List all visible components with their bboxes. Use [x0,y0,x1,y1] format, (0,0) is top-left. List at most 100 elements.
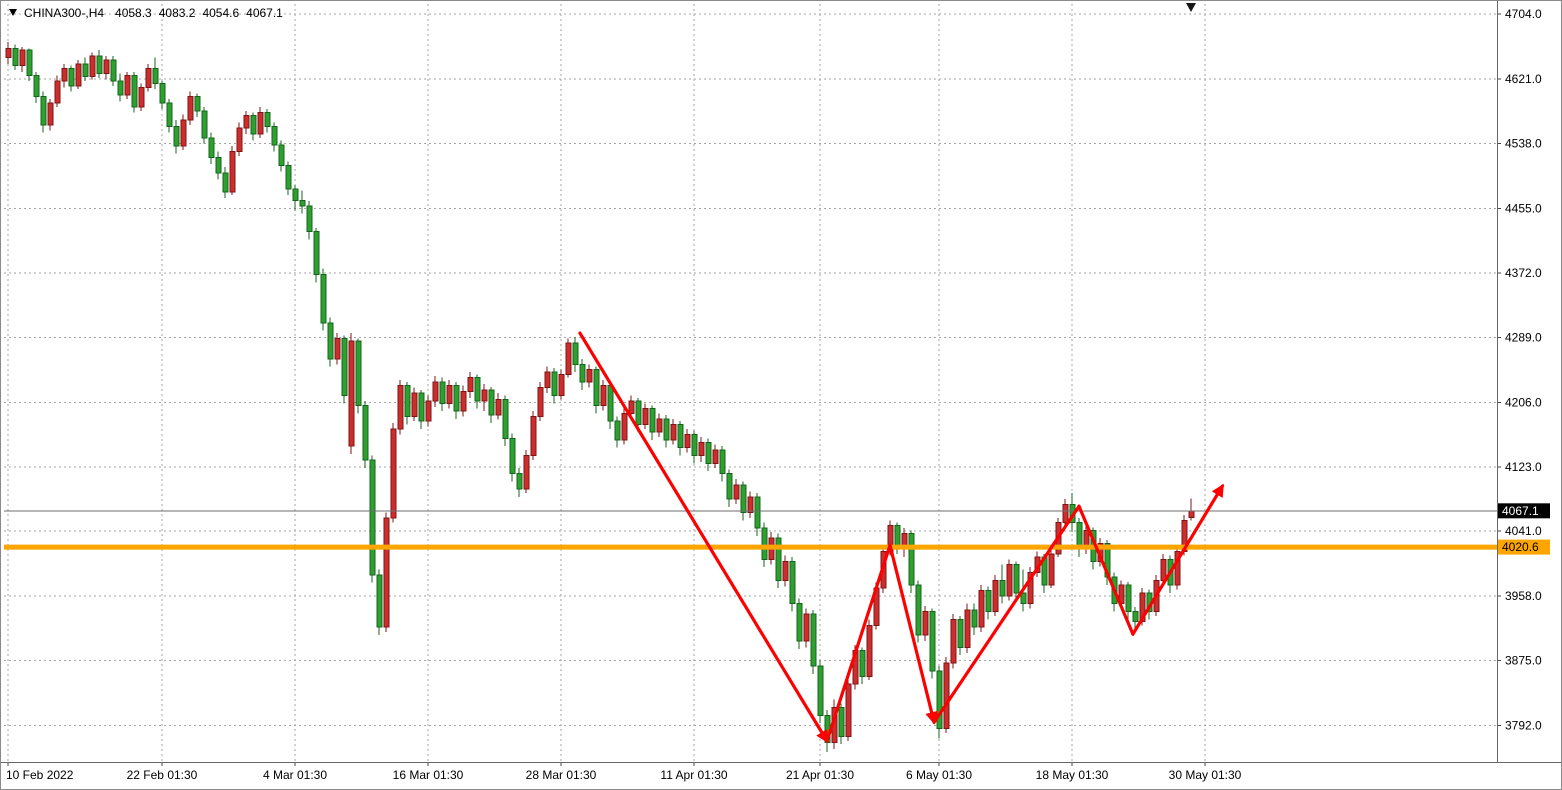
candle-body [530,416,537,457]
candle-body [684,433,691,449]
candle-body [859,650,866,677]
current-price-label: 4067.1 [1502,504,1539,518]
date-label: 21 Apr 01:30 [786,768,854,782]
candle-body [1062,504,1069,524]
support-level-label: 4020.6 [1502,540,1539,554]
candle-body [761,527,768,560]
candle-body [1188,510,1195,519]
candle-body [992,579,999,613]
candle-body [453,384,460,412]
candle-body [593,369,600,407]
candle-body [306,205,313,233]
time-axis[interactable]: 10 Feb 2022 22 Feb 01:30 4 Mar 01:30 16 Mar… [6,762,1242,782]
candle-body [929,611,936,672]
candle-body [950,618,957,664]
candle-body [334,338,341,360]
candle-body [355,340,362,407]
trend-arrow[interactable] [578,331,829,744]
candle-body [838,706,845,737]
candle-body [523,455,530,490]
candle-body [600,384,607,407]
price-axis[interactable]: 4704.0 4621.0 4538.0 4455.0 4372.0 4289.0 4206… [1497,7,1550,732]
date-label: 22 Feb 01:30 [127,768,198,782]
symbol-menu-icon[interactable] [9,9,17,16]
candle-body [1048,553,1055,586]
ohlc-close: 4067.1 [246,6,283,20]
price-label: 3958.0 [1505,589,1542,603]
trend-arrow[interactable] [1131,483,1225,636]
candle-body [236,127,243,152]
candle-body [257,111,264,135]
trend-arrow[interactable] [825,543,892,743]
candle-body [964,609,971,648]
candle-body [915,584,922,636]
candle-body [957,618,964,648]
candle-body [264,111,271,127]
candle-body [642,408,649,425]
candle-body [5,47,12,59]
date-label: 11 Apr 01:30 [660,768,727,782]
chart-shift-icon[interactable] [1186,3,1196,12]
candle-body [474,377,481,402]
candle-body [327,322,334,360]
candle-body [152,68,159,84]
candle-body [488,389,495,416]
candle-body [26,49,33,77]
candle-body [222,172,229,193]
candle-body [292,188,299,201]
candle-body [565,342,572,375]
candle-body [138,86,145,108]
candle-body [320,274,327,324]
candle-body [663,418,670,441]
candle-body [544,371,551,389]
date-label: 4 Mar 01:30 [263,768,327,782]
candle-body [775,537,782,581]
candle-body [670,423,677,441]
candle-body [509,437,516,474]
candle-body [1013,564,1020,594]
candle-body [425,400,432,422]
candle-body [103,59,110,74]
candle-body [166,102,173,127]
candle-body [747,496,754,513]
price-label: 4289.0 [1505,331,1542,345]
price-label: 4206.0 [1505,395,1542,409]
candle-body [579,363,586,383]
price-label: 4621.0 [1505,72,1542,86]
grid-layer [4,4,1497,762]
candle-body [558,373,565,396]
support-level-label-box [1498,539,1550,555]
candle-body [369,459,376,576]
symbol-period-label: CHINA300-,H4 [24,6,105,20]
candle-body [124,75,131,96]
trend-arrows-layer [578,331,1225,744]
trend-arrow[interactable] [932,504,1081,724]
candle-body [656,418,663,433]
candle-body [866,625,873,677]
trend-arrow[interactable] [888,543,938,725]
candle-body [999,579,1006,597]
candle-body [187,96,194,121]
candle-body [726,472,733,500]
date-label: 16 Mar 01:30 [393,768,464,782]
candle-body [691,433,698,457]
candle-body [285,164,292,190]
candle-body [1139,592,1146,623]
candle-body [250,114,257,135]
candle-body [96,55,103,74]
candle-body [782,561,789,581]
candle-body [628,400,635,414]
candle-body [194,96,201,112]
candle-body [271,125,278,146]
candle-body [299,199,306,207]
current-price-label-box [1498,503,1550,519]
candle-body [1174,550,1181,586]
candle-body [19,49,26,67]
ohlc-open: 4058.3 [115,6,152,20]
candle-body [54,80,61,104]
candle-body [145,68,152,88]
candle-body [159,82,166,104]
trend-arrow[interactable] [1077,504,1135,636]
